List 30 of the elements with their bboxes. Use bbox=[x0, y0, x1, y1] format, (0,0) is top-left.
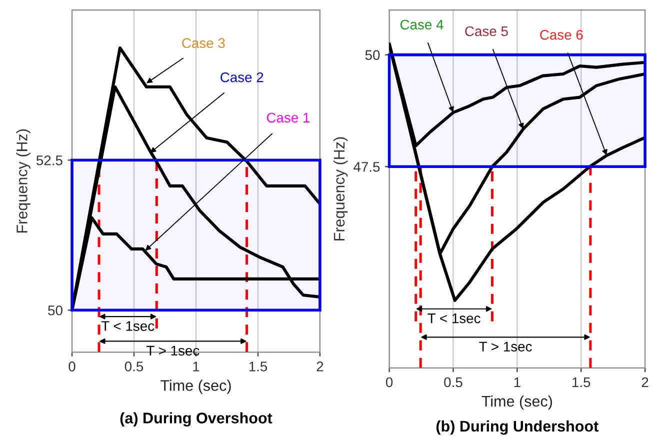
annotation: Case 6 bbox=[540, 30, 583, 40]
x-tick-label: 0 bbox=[68, 362, 76, 372]
x-axis-title: Time (sec) bbox=[482, 395, 552, 410]
text: (a) During Overshoot bbox=[120, 412, 272, 427]
annotation: Case 4 bbox=[400, 20, 444, 30]
x-tick-label: 0.5 bbox=[444, 377, 462, 388]
x-tick-label: 1.5 bbox=[572, 377, 590, 388]
text: (b) During Undershoot bbox=[436, 420, 598, 435]
annotation: Case 2 bbox=[220, 72, 264, 82]
x-tick-label: 0.5 bbox=[124, 362, 144, 372]
annotation: Case 1 bbox=[266, 112, 310, 123]
y-axis-title: Frequency (Hz) bbox=[333, 137, 348, 240]
x-tick-label: 2 bbox=[316, 362, 324, 372]
annotation: Case 5 bbox=[465, 26, 508, 36]
x-tick-label: 1 bbox=[193, 362, 200, 372]
x-tick-label: 2 bbox=[642, 377, 648, 388]
annotation: T < 1sec bbox=[101, 321, 154, 331]
annotation: T < 1sec bbox=[428, 314, 480, 324]
y-axis-title: Frequency (Hz) bbox=[16, 129, 30, 232]
y-tick-label: 50 bbox=[48, 305, 62, 316]
x-tick-label: 1 bbox=[514, 377, 520, 388]
annotation: T > 1sec bbox=[146, 346, 200, 356]
y-tick-label: 50 bbox=[365, 50, 380, 60]
x-tick-label: 0 bbox=[386, 377, 393, 388]
y-tick-label: 52.5 bbox=[36, 155, 62, 166]
x-axis-title: Time (sec) bbox=[160, 380, 231, 394]
x-tick-label: 1.5 bbox=[249, 362, 268, 372]
annotation: T > 1sec bbox=[479, 342, 532, 352]
y-tick-label: 47.5 bbox=[354, 162, 380, 172]
annotation: Case 3 bbox=[182, 38, 225, 48]
